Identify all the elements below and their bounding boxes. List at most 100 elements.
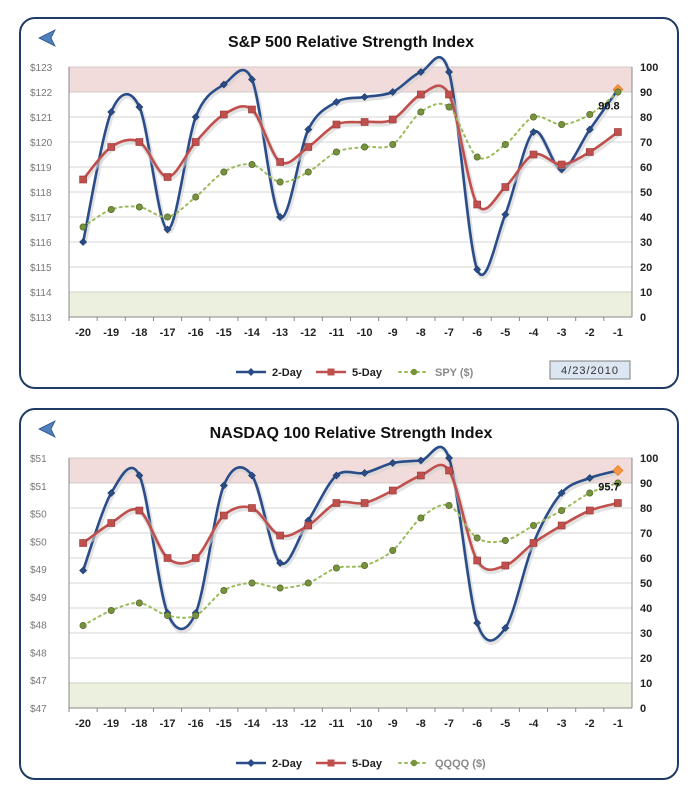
legend-marker-2day bbox=[247, 759, 255, 767]
left-axis-tick-label: $51 bbox=[30, 454, 47, 465]
data-point-5day bbox=[332, 499, 341, 507]
data-point-price bbox=[276, 584, 284, 592]
data-point-2day bbox=[388, 459, 397, 467]
data-point-5day bbox=[135, 506, 144, 515]
right-axis-tick-label: 0 bbox=[640, 312, 646, 324]
data-point-5day bbox=[163, 173, 172, 181]
last-value-label: 95.7 bbox=[598, 482, 619, 494]
right-axis-tick-label: 50 bbox=[640, 578, 652, 590]
data-point-5day bbox=[163, 554, 172, 562]
legend-marker-5day bbox=[327, 759, 335, 767]
data-point-5day bbox=[557, 160, 566, 169]
data-point-price bbox=[586, 111, 594, 119]
x-axis-tick-label: -17 bbox=[160, 327, 176, 339]
data-point-5day bbox=[557, 521, 566, 530]
data-point-price bbox=[558, 121, 566, 129]
data-point-price bbox=[79, 223, 87, 231]
nasdaq100-rsi-chart: 0 10 20 30 40 50 60 70 80 90 100 $47 $47 $48 $48 $49 $49… bbox=[30, 420, 658, 770]
data-point-5day bbox=[529, 539, 538, 547]
data-point-2day bbox=[79, 566, 87, 575]
data-point-price bbox=[332, 148, 340, 156]
data-point-price bbox=[79, 622, 87, 630]
data-point-5day bbox=[191, 554, 200, 562]
x-axis-tick-label: -2 bbox=[585, 718, 595, 730]
x-axis-tick-label: -7 bbox=[444, 327, 454, 339]
right-axis-tick-label: 70 bbox=[640, 137, 652, 149]
left-axis-tick-label: $47 bbox=[30, 704, 47, 715]
data-point-price bbox=[473, 153, 481, 161]
data-point-price bbox=[389, 547, 397, 555]
data-point-5day bbox=[276, 531, 284, 540]
data-point-5day bbox=[473, 556, 481, 565]
x-axis-tick-label: -14 bbox=[244, 718, 261, 730]
data-point-5day bbox=[360, 118, 369, 126]
right-axis-tick-label: 0 bbox=[640, 703, 646, 715]
left-axis-tick-label: $118 bbox=[30, 188, 52, 199]
legend-label: 2-Day bbox=[272, 758, 303, 770]
x-axis-tick-label: -11 bbox=[329, 327, 344, 339]
data-point-5day bbox=[79, 175, 87, 184]
date-label: 4/23/2010 bbox=[561, 365, 619, 377]
data-point-price bbox=[417, 514, 425, 522]
data-point-2day bbox=[388, 88, 397, 96]
overbought-band bbox=[68, 66, 633, 93]
data-point-price bbox=[586, 489, 594, 497]
data-point-price bbox=[304, 579, 312, 587]
left-axis-tick-label: $116 bbox=[30, 238, 52, 249]
data-point-price bbox=[220, 587, 228, 595]
data-point-price bbox=[164, 612, 172, 620]
x-axis-tick-label: -10 bbox=[357, 718, 373, 730]
data-point-price bbox=[445, 502, 453, 510]
x-axis-tick-label: -18 bbox=[131, 327, 147, 339]
x-axis-tick-label: -17 bbox=[160, 718, 176, 730]
data-point-price bbox=[248, 161, 256, 169]
legend-marker-5day bbox=[327, 368, 335, 376]
x-axis-tick-label: -8 bbox=[416, 327, 426, 339]
data-point-2day bbox=[332, 471, 341, 480]
data-point-5day bbox=[473, 200, 481, 209]
left-axis-tick-label: $50 bbox=[30, 510, 47, 521]
data-point-2day bbox=[585, 474, 594, 482]
data-point-price bbox=[135, 203, 143, 211]
right-axis-tick-label: 100 bbox=[640, 62, 658, 74]
oversold-band bbox=[68, 291, 633, 318]
data-point-5day bbox=[529, 150, 538, 159]
data-point-price bbox=[501, 537, 509, 545]
x-axis-tick-label: -20 bbox=[75, 327, 91, 339]
data-point-2day bbox=[219, 481, 228, 490]
data-point-2day bbox=[501, 624, 510, 632]
legend-label: 5-Day bbox=[352, 367, 383, 379]
data-point-2day bbox=[248, 75, 256, 84]
left-axis-tick-label: $121 bbox=[30, 113, 53, 124]
data-point-2day bbox=[416, 68, 425, 76]
data-point-2day bbox=[473, 265, 482, 274]
data-point-5day bbox=[417, 90, 425, 99]
data-point-price bbox=[135, 599, 143, 607]
left-axis-tick-label: $119 bbox=[30, 163, 52, 174]
data-point-2day bbox=[360, 469, 369, 477]
legend-label: 2-Day bbox=[272, 367, 303, 379]
data-point-2day bbox=[332, 98, 341, 106]
back-arrow-icon bbox=[38, 420, 56, 438]
x-axis-tick-label: -12 bbox=[300, 327, 316, 339]
data-point-price bbox=[107, 206, 115, 214]
x-axis-tick-label: -20 bbox=[75, 718, 91, 730]
data-point-5day bbox=[304, 521, 313, 530]
data-point-2day bbox=[416, 456, 425, 465]
data-point-price bbox=[614, 479, 622, 487]
x-axis-tick-label: -16 bbox=[188, 327, 204, 339]
data-point-2day bbox=[529, 128, 538, 136]
data-point-price bbox=[164, 213, 172, 221]
series-line-shadow bbox=[82, 85, 621, 214]
x-axis-tick-label: -3 bbox=[557, 718, 567, 730]
x-axis-tick-label: -15 bbox=[216, 718, 232, 730]
left-axis-tick-label: $48 bbox=[30, 621, 47, 632]
data-point-5day bbox=[220, 110, 228, 119]
left-axis-tick-label: $115 bbox=[30, 263, 52, 274]
legend-marker-2day bbox=[247, 368, 255, 376]
x-axis-tick-label: -7 bbox=[444, 718, 454, 730]
chart-title: NASDAQ 100 Relative Strength Index bbox=[210, 425, 493, 442]
left-axis-tick-label: $113 bbox=[30, 313, 52, 324]
data-point-2day bbox=[304, 125, 313, 134]
x-axis-tick-label: -15 bbox=[216, 327, 232, 339]
